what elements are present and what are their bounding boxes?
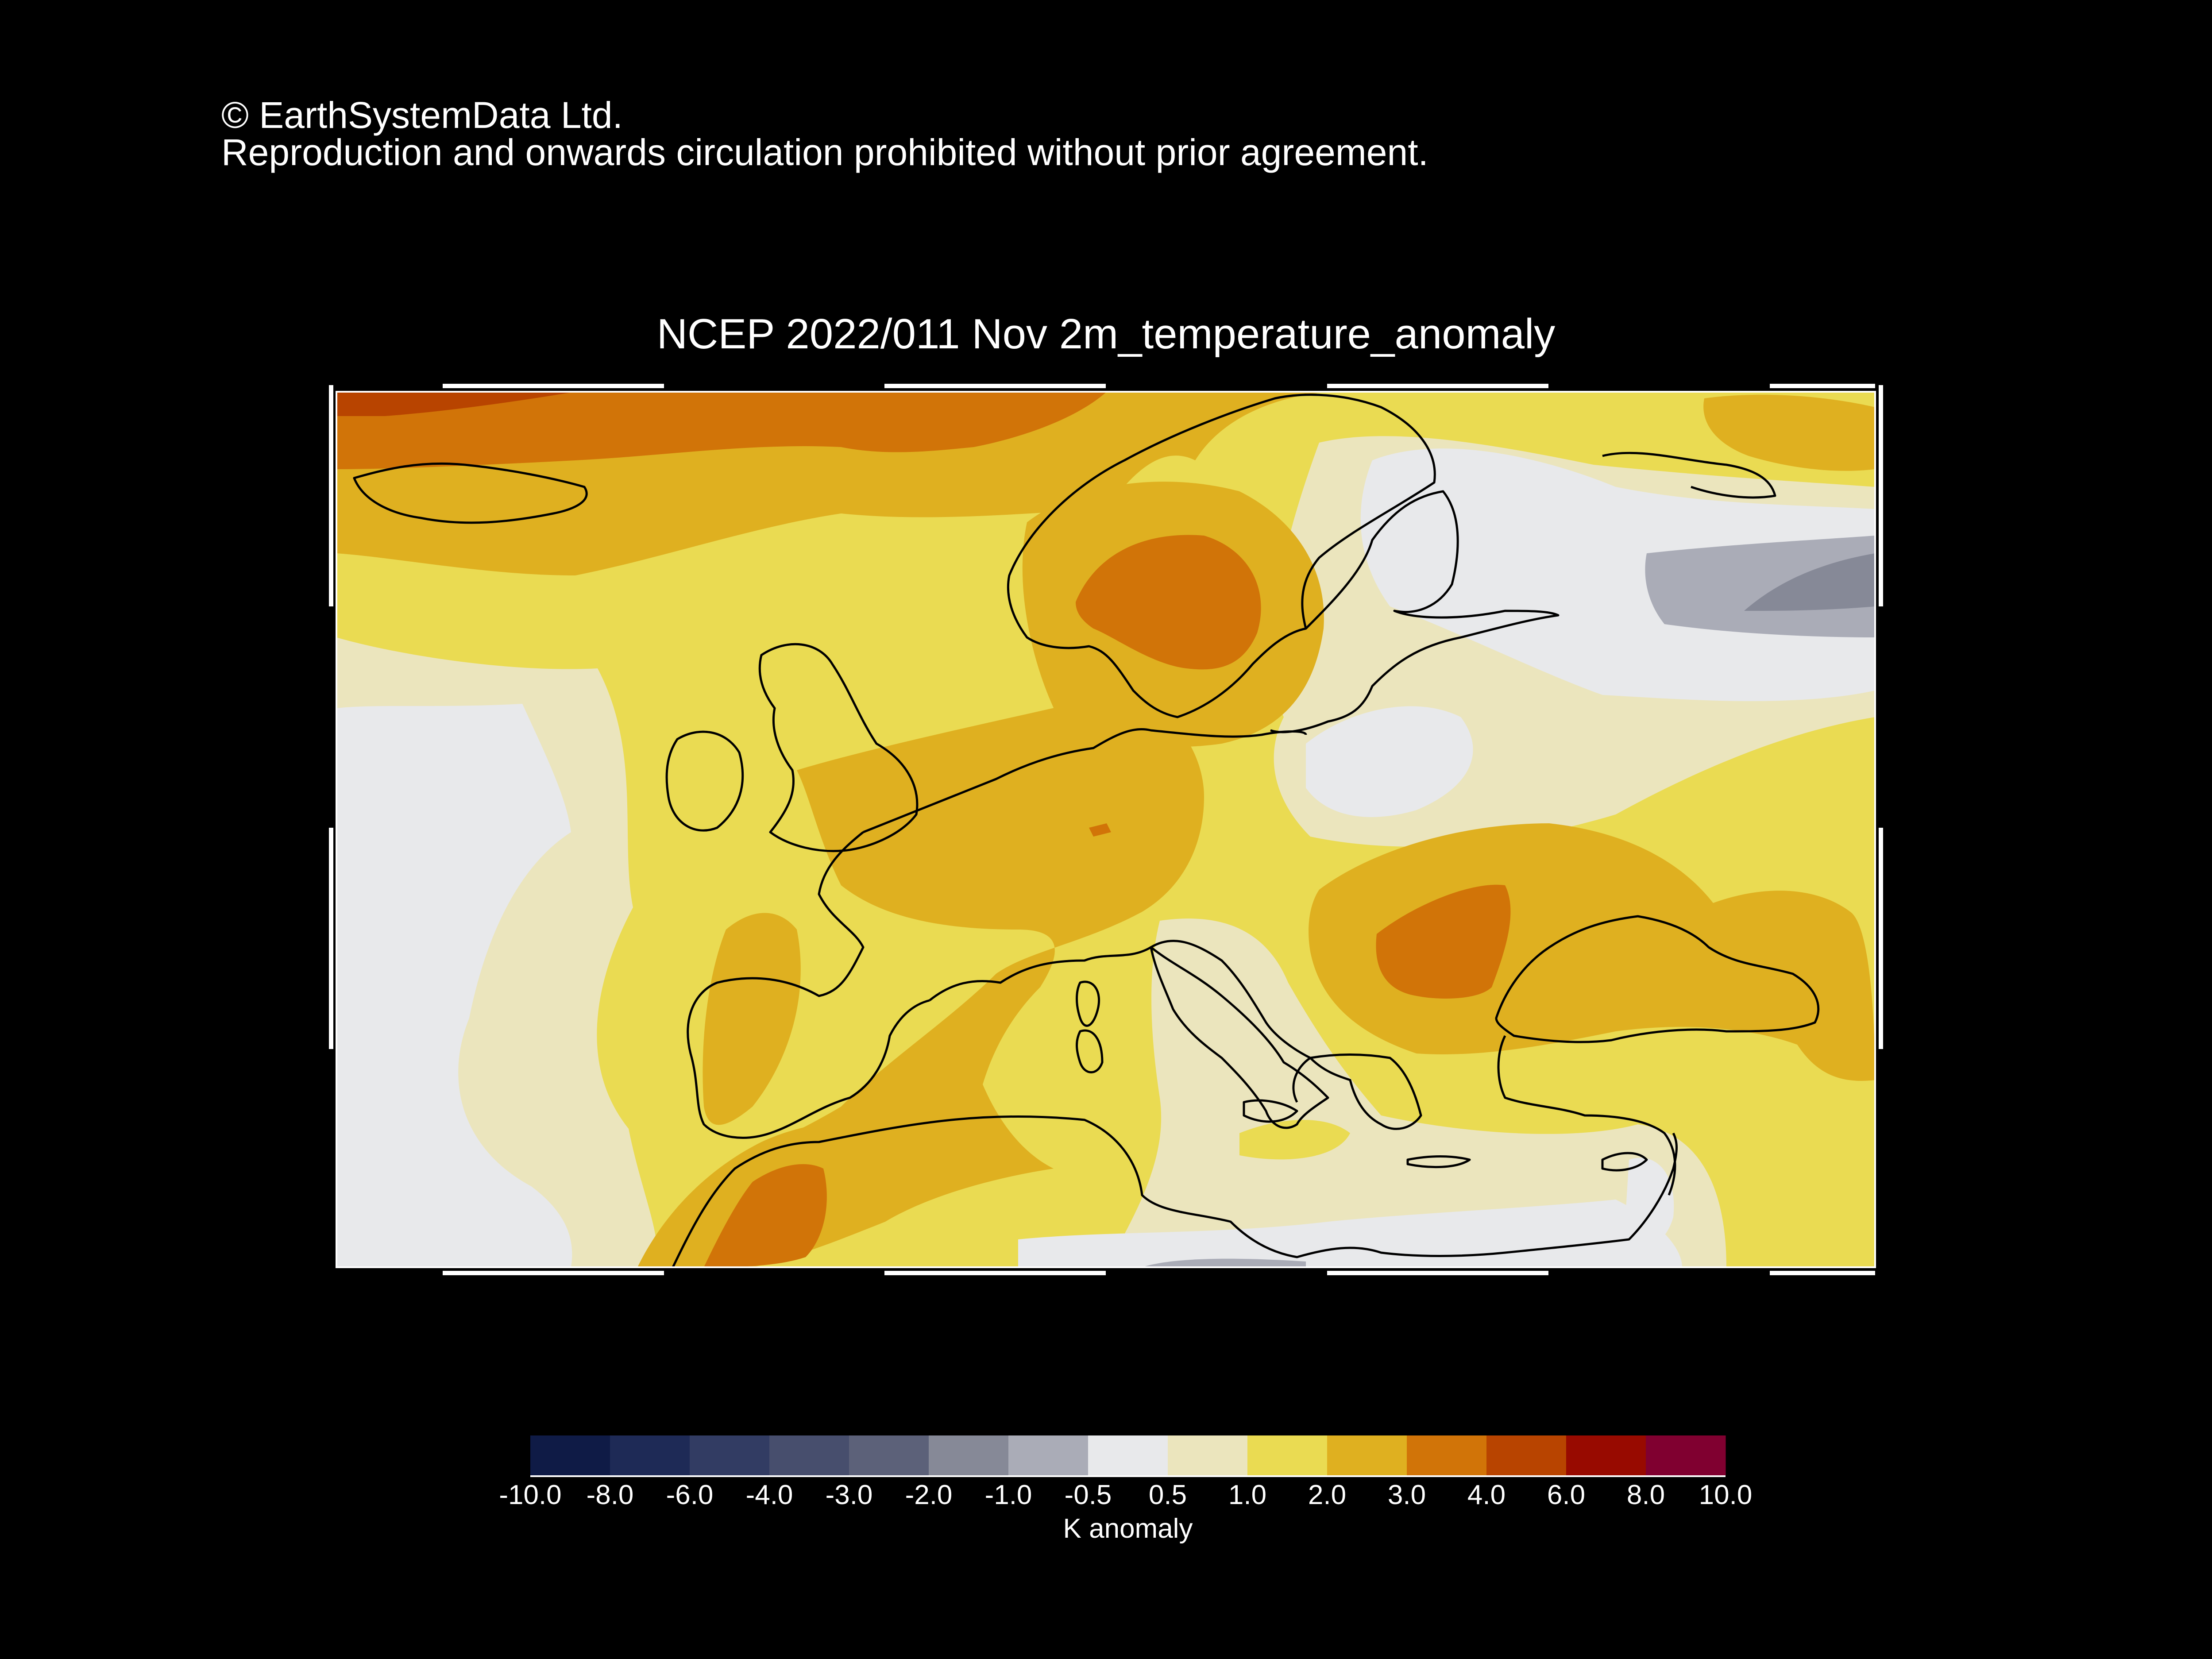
coastline-black-sea <box>1495 915 1820 1043</box>
colorbar-swatch <box>849 1435 929 1475</box>
band-3-to-4-spot <box>1089 823 1111 837</box>
colorbar-swatch <box>1407 1435 1487 1475</box>
copyright-notice: © EarthSystemData Ltd. Reproduction and … <box>221 96 1428 171</box>
band-near-zero-north-africa <box>1018 1200 1682 1267</box>
band-0.5-to-1-mediterranean <box>1107 918 1726 1267</box>
band-near-zero-baltic <box>1306 706 1473 817</box>
coastline-sicily <box>1243 1099 1298 1123</box>
coastline-scandinavia <box>1007 394 1436 718</box>
frame-ticks <box>329 384 1883 1275</box>
coastline-france-iberia <box>687 831 930 1139</box>
band-2-to-3-western-europe <box>664 691 1204 1267</box>
coastline-ireland <box>665 730 744 832</box>
colorbar-unit-label: K anomaly <box>1063 1513 1193 1544</box>
band-minus2-to-minus1 <box>1744 553 1875 611</box>
anomaly-contours <box>336 392 1875 1267</box>
band-near-zero-northeast <box>1360 448 1875 701</box>
coastline-sardinia-corsica <box>1076 980 1104 1073</box>
coastline-continental-north <box>863 728 1307 833</box>
coastline-italy <box>1150 946 1329 1129</box>
coastline-svalbard-east <box>1602 451 1776 499</box>
colorbar-swatch <box>769 1435 849 1475</box>
band-3-to-4-north <box>336 392 1107 469</box>
band-2-to-3-balkans <box>1309 823 1875 1081</box>
copyright-line-1: © EarthSystemData Ltd. <box>221 94 623 136</box>
map-frame <box>336 391 1876 1268</box>
coastline-iceland <box>353 462 588 524</box>
colorbar-swatch <box>1168 1435 1248 1475</box>
coastline-finland-baltic <box>1270 490 1560 733</box>
colorbar-swatch <box>1566 1435 1646 1475</box>
coastline-great-britain <box>758 643 919 853</box>
colorbar-swatch <box>1247 1435 1328 1475</box>
coastlines <box>353 394 1820 1267</box>
copyright-line-2: Reproduction and onwards circulation pro… <box>221 131 1428 173</box>
colorbar-swatch <box>1327 1435 1407 1475</box>
colorbar-swatch <box>1646 1435 1726 1475</box>
band-3-to-4-sweden <box>1076 535 1261 670</box>
band-2-to-3-east-edge <box>1703 394 1875 471</box>
map-title: NCEP 2022/011 Nov 2m_temperature_anomaly <box>656 310 1556 358</box>
band-minus1-to-minus0.5 <box>1645 536 1875 637</box>
colorbar-swatch <box>530 1435 610 1475</box>
colorbar-swatch <box>690 1435 770 1475</box>
band-2-to-3-iberia-west <box>703 913 801 1125</box>
coastline-cyprus <box>1601 1152 1648 1172</box>
band-3-to-4-morocco <box>704 1164 827 1267</box>
band-near-zero-levant <box>1625 1157 1674 1246</box>
band-4-to-6-northwest <box>336 392 575 416</box>
colorbar-swatch <box>1088 1435 1168 1475</box>
coastline-crete <box>1406 1155 1471 1169</box>
coastline-north-africa <box>672 1115 1678 1267</box>
band-3-to-4-balkans <box>1376 884 1511 999</box>
colorbar-swatch <box>610 1435 690 1475</box>
band-1-to-2-aegean <box>1239 1120 1350 1160</box>
band-near-zero-atlantic <box>336 704 572 1267</box>
colorbar-swatch <box>1008 1435 1089 1475</box>
coastline-mediterranean-north <box>929 940 1312 1103</box>
colorbar-swatch <box>929 1435 1009 1475</box>
coastline-balkans-greece <box>1309 1053 1422 1130</box>
colorbar <box>530 1435 1726 1477</box>
coastline-turkey-levant <box>1497 1035 1676 1196</box>
colorbar-swatch <box>1486 1435 1567 1475</box>
band-minus1-to-minus0.5-south <box>1142 1258 1306 1267</box>
